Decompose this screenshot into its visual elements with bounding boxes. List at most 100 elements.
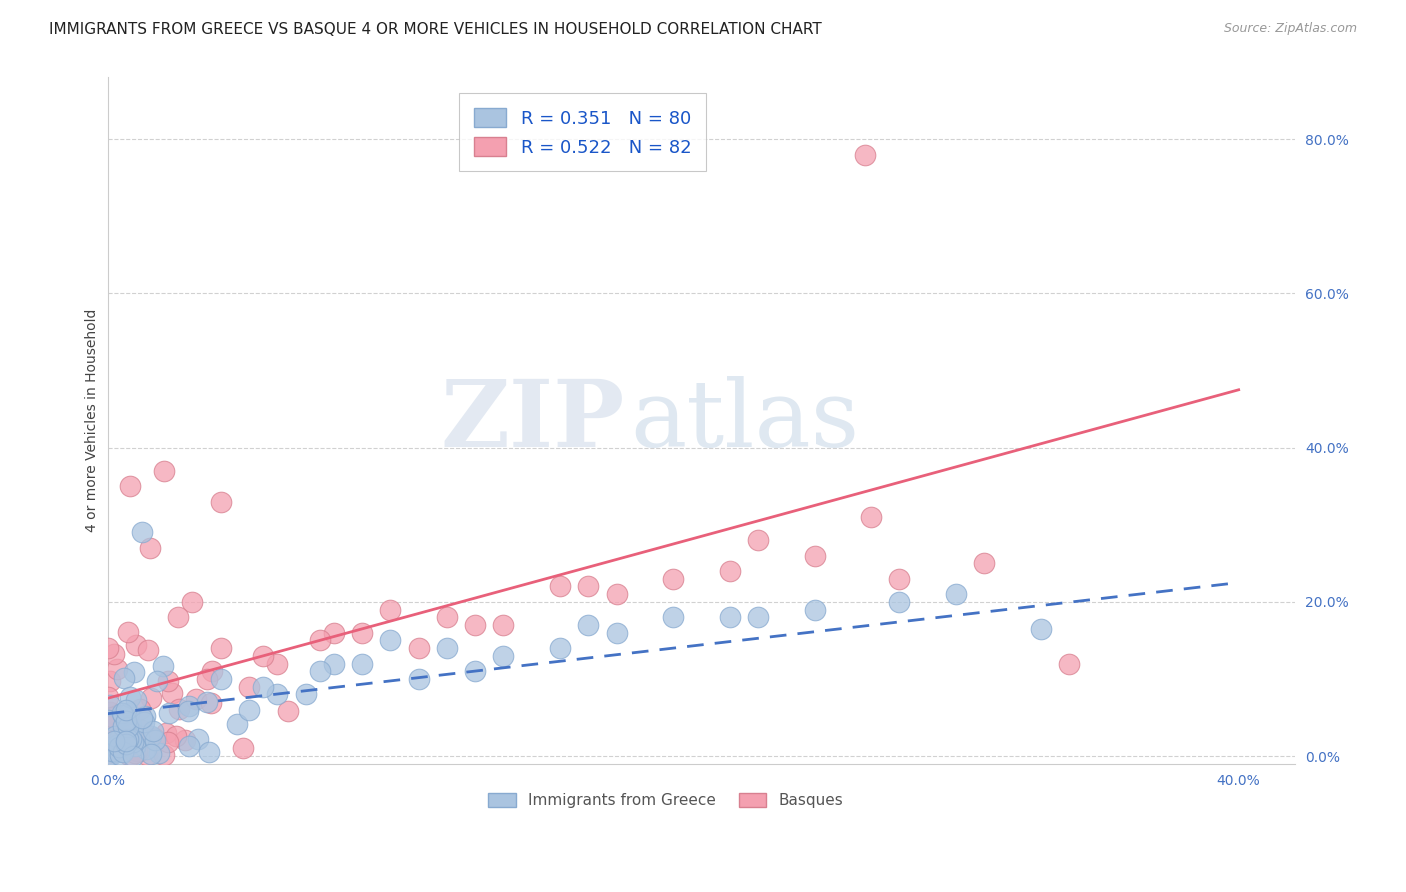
- Point: [143, 731, 166, 745]
- Point: [117, 739, 139, 753]
- Point: [120, 724, 142, 739]
- Point: [120, 479, 142, 493]
- Point: [308, 633, 330, 648]
- Point: [112, 729, 135, 743]
- Point: [322, 657, 344, 671]
- Point: [184, 692, 207, 706]
- Point: [131, 723, 153, 737]
- Point: [136, 642, 159, 657]
- Point: [232, 740, 254, 755]
- Point: [464, 665, 486, 679]
- Point: [101, 736, 124, 750]
- Point: [97, 690, 120, 704]
- Point: [115, 703, 138, 717]
- Point: [1029, 622, 1052, 636]
- Point: [103, 734, 125, 748]
- Point: [112, 745, 135, 759]
- Point: [198, 745, 221, 759]
- Point: [209, 641, 232, 656]
- Point: [108, 723, 131, 738]
- Point: [98, 749, 121, 764]
- Point: [101, 710, 124, 724]
- Point: [131, 525, 153, 540]
- Point: [266, 687, 288, 701]
- Point: [165, 729, 187, 743]
- Point: [142, 724, 165, 739]
- Point: [294, 687, 316, 701]
- Point: [118, 739, 141, 754]
- Point: [352, 625, 374, 640]
- Point: [322, 625, 344, 640]
- Point: [103, 716, 125, 731]
- Point: [548, 579, 571, 593]
- Point: [747, 610, 769, 624]
- Point: [141, 691, 163, 706]
- Point: [141, 729, 163, 743]
- Point: [124, 730, 146, 744]
- Point: [139, 747, 162, 761]
- Point: [277, 704, 299, 718]
- Point: [101, 744, 124, 758]
- Point: [124, 747, 146, 761]
- Point: [408, 641, 430, 656]
- Point: [201, 664, 224, 678]
- Point: [266, 657, 288, 671]
- Point: [860, 510, 883, 524]
- Point: [606, 587, 628, 601]
- Point: [104, 729, 127, 743]
- Point: [111, 706, 134, 720]
- Point: [97, 738, 120, 752]
- Point: [121, 748, 143, 763]
- Point: [139, 541, 162, 555]
- Point: [135, 742, 157, 756]
- Point: [128, 744, 150, 758]
- Point: [125, 693, 148, 707]
- Point: [492, 618, 515, 632]
- Point: [118, 690, 141, 705]
- Point: [120, 732, 142, 747]
- Point: [167, 610, 190, 624]
- Point: [195, 695, 218, 709]
- Point: [889, 595, 911, 609]
- Point: [120, 718, 142, 732]
- Point: [131, 710, 153, 724]
- Point: [117, 625, 139, 640]
- Point: [252, 680, 274, 694]
- Point: [103, 730, 125, 744]
- Point: [606, 625, 628, 640]
- Point: [125, 638, 148, 652]
- Point: [98, 747, 121, 762]
- Point: [718, 610, 741, 624]
- Point: [576, 579, 599, 593]
- Point: [179, 699, 201, 714]
- Point: [134, 709, 156, 723]
- Point: [121, 734, 143, 748]
- Point: [803, 549, 825, 563]
- Point: [114, 734, 136, 748]
- Point: [187, 732, 209, 747]
- Point: [153, 464, 176, 478]
- Point: [855, 147, 877, 161]
- Point: [104, 741, 127, 756]
- Point: [117, 720, 139, 734]
- Point: [157, 674, 180, 689]
- Point: [136, 748, 159, 763]
- Point: [380, 633, 402, 648]
- Point: [436, 641, 458, 656]
- Point: [122, 665, 145, 679]
- Point: [380, 602, 402, 616]
- Point: [352, 657, 374, 671]
- Point: [108, 731, 131, 746]
- Point: [103, 711, 125, 725]
- Point: [98, 720, 121, 734]
- Point: [209, 494, 232, 508]
- Point: [226, 717, 249, 731]
- Point: [114, 737, 136, 751]
- Y-axis label: 4 or more Vehicles in Household: 4 or more Vehicles in Household: [86, 309, 100, 533]
- Point: [128, 731, 150, 746]
- Point: [718, 564, 741, 578]
- Point: [157, 706, 180, 720]
- Point: [105, 662, 128, 676]
- Point: [98, 698, 121, 713]
- Point: [118, 706, 141, 720]
